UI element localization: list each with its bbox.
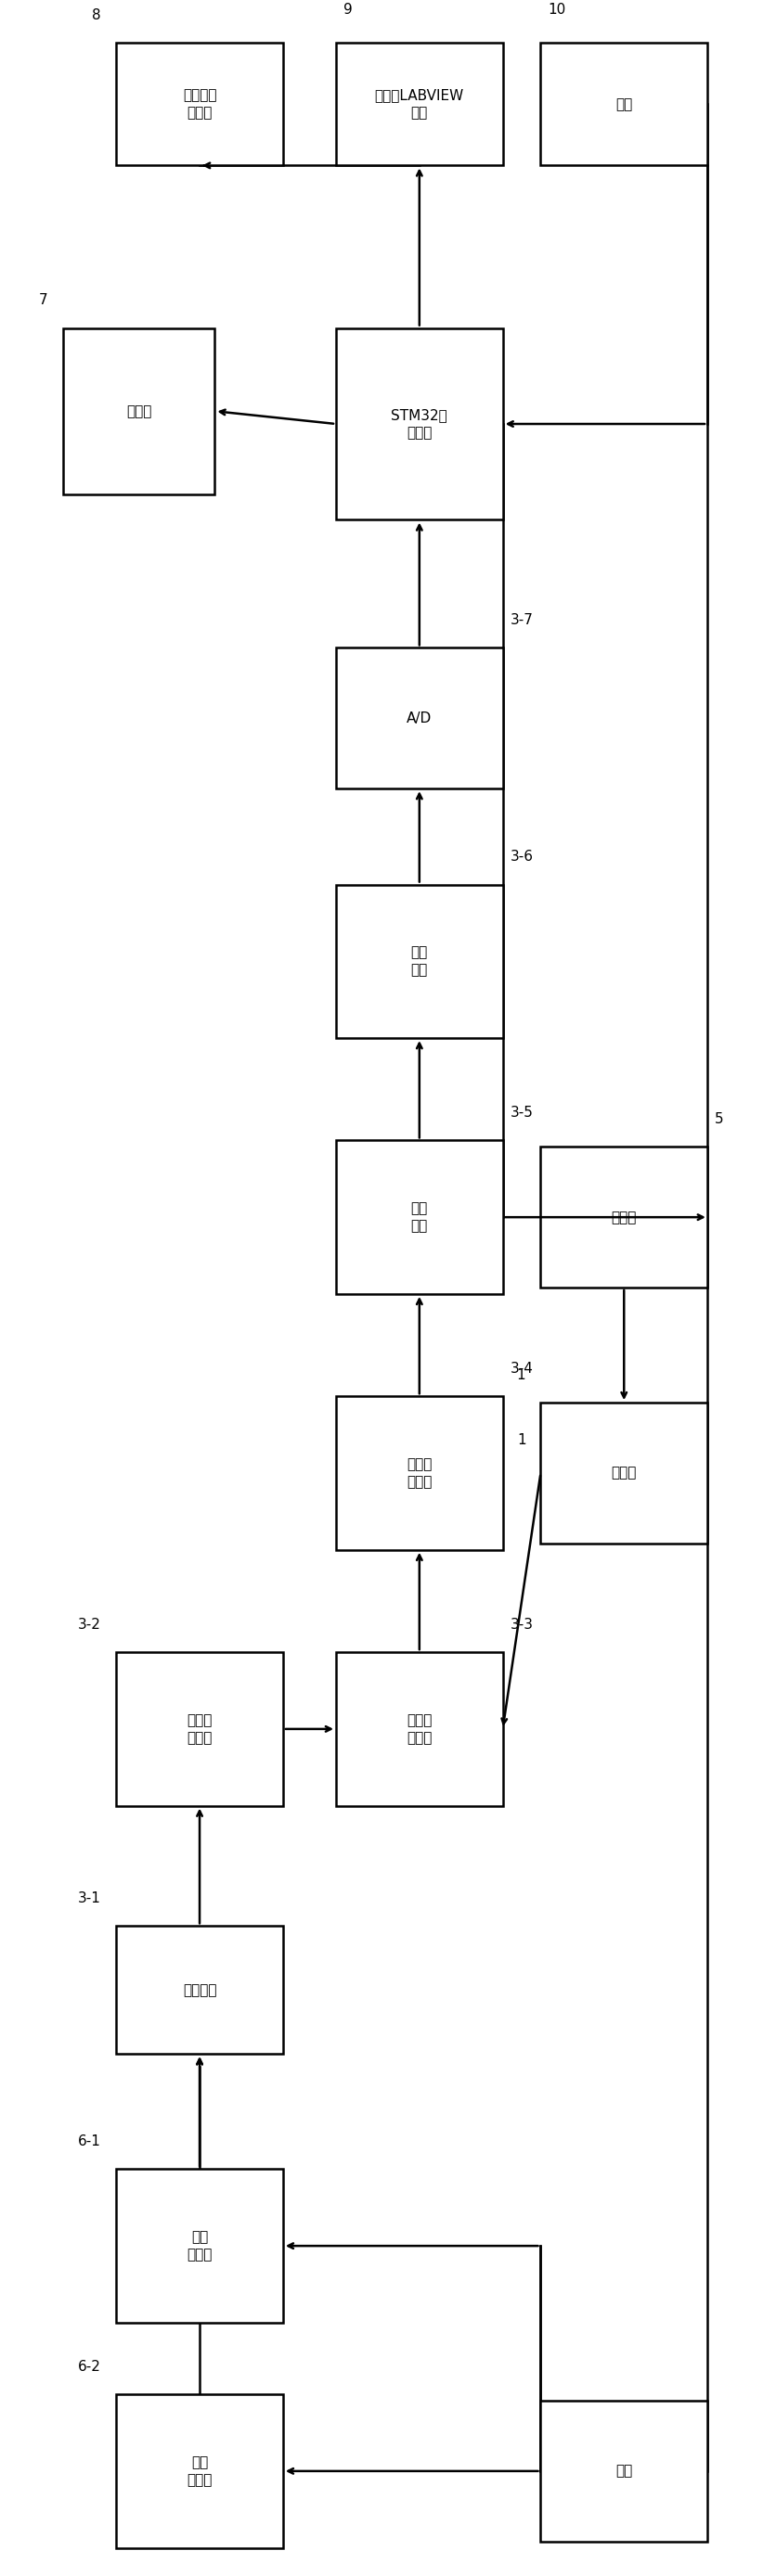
Bar xyxy=(541,1404,707,1543)
Text: A/D: A/D xyxy=(407,711,432,726)
Text: 1: 1 xyxy=(517,1435,526,1448)
Bar xyxy=(336,1141,503,1293)
Bar xyxy=(116,1651,283,1806)
Bar xyxy=(116,2393,283,2548)
Text: 第一跟
随电路: 第一跟 随电路 xyxy=(187,1713,212,1744)
Bar xyxy=(116,2169,283,2324)
Text: 电压
传感器: 电压 传感器 xyxy=(187,2455,212,2486)
Text: 第二跟
随电路: 第二跟 随电路 xyxy=(407,1458,432,1489)
Bar xyxy=(336,1396,503,1551)
Bar xyxy=(541,44,707,165)
Text: 3-4: 3-4 xyxy=(510,1363,533,1376)
Text: 振动源: 振动源 xyxy=(611,1466,636,1481)
Bar xyxy=(116,1927,283,2053)
Text: 采样模块: 采样模块 xyxy=(182,1984,217,1996)
Text: STM32控
制芯片: STM32控 制芯片 xyxy=(391,410,448,440)
Bar xyxy=(336,1651,503,1806)
Bar xyxy=(541,2401,707,2543)
Bar xyxy=(336,884,503,1038)
Text: 8: 8 xyxy=(92,8,101,23)
Text: 3-1: 3-1 xyxy=(78,1891,101,1906)
Text: 电源: 电源 xyxy=(616,98,633,111)
Text: 1: 1 xyxy=(517,1368,526,1383)
Bar xyxy=(63,327,214,495)
Bar xyxy=(336,647,503,788)
Text: 7: 7 xyxy=(39,294,48,307)
Text: 矢量信号
分析仪: 矢量信号 分析仪 xyxy=(182,88,217,118)
Text: 示波器: 示波器 xyxy=(127,404,152,417)
Text: 6-1: 6-1 xyxy=(78,2136,101,2148)
Text: 3-3: 3-3 xyxy=(510,1618,533,1631)
Bar xyxy=(116,44,283,165)
Text: 9: 9 xyxy=(343,3,353,18)
Text: 电流
传感器: 电流 传感器 xyxy=(187,2231,212,2262)
Text: 带通
滤波: 带通 滤波 xyxy=(411,1200,428,1234)
Text: 10: 10 xyxy=(549,3,566,18)
Text: 6-2: 6-2 xyxy=(78,2360,101,2375)
Text: 可控放
大电路: 可控放 大电路 xyxy=(407,1713,432,1744)
Text: 3-7: 3-7 xyxy=(510,613,533,629)
Text: 相敏
检波: 相敏 检波 xyxy=(411,945,428,976)
Text: 控制器: 控制器 xyxy=(611,1211,636,1224)
Text: 线组: 线组 xyxy=(616,2465,633,2478)
Bar xyxy=(336,44,503,165)
Text: 3-5: 3-5 xyxy=(510,1105,533,1121)
Bar xyxy=(541,1146,707,1288)
Text: 计算机LABVIEW
软件: 计算机LABVIEW 软件 xyxy=(375,88,464,118)
Text: 3-2: 3-2 xyxy=(78,1618,101,1631)
Bar xyxy=(336,327,503,520)
Text: 5: 5 xyxy=(715,1113,724,1126)
Text: 3-6: 3-6 xyxy=(510,850,533,863)
